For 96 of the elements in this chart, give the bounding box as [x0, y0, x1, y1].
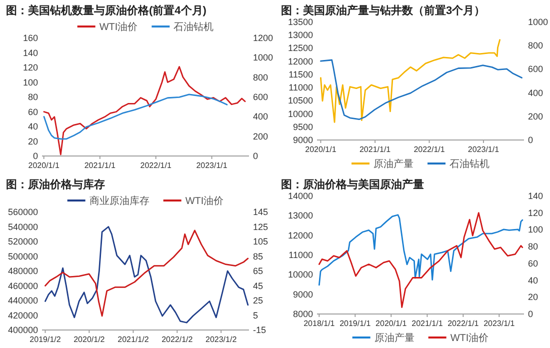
- legend-label: WTI油价: [450, 332, 489, 344]
- y2-tick-label: 85: [253, 251, 264, 262]
- y2-tick-label: 125: [253, 222, 268, 232]
- y-tick-label: 80: [28, 92, 38, 102]
- y-tick-label: 560000: [8, 207, 38, 217]
- y2-tick-label: 800: [253, 72, 268, 82]
- y-tick-label: 10000: [288, 270, 313, 280]
- x-tick-label: 2021/1/2: [118, 335, 150, 344]
- y-tick-label: 13000: [288, 210, 313, 221]
- y-tick-label: 480000: [8, 266, 38, 276]
- y2-tick-label: 65: [253, 266, 264, 276]
- y2-tick-label: 40: [528, 275, 538, 286]
- y2-tick-label: 20: [528, 292, 538, 302]
- x-tick-label: 2023/1/1: [484, 319, 516, 328]
- x-tick-label: 2018/1/1: [304, 319, 336, 328]
- x-tick-label: 2020/1/1: [376, 319, 408, 328]
- y2-tick-label: -15: [253, 325, 266, 335]
- y-tick-label: 520000: [8, 236, 38, 246]
- y-tick-label: 420000: [8, 310, 38, 320]
- x-tick-label: 2023/1/2: [206, 335, 238, 344]
- y2-tick-label: 120: [528, 208, 544, 218]
- y2-tick-label: 5: [253, 310, 258, 320]
- y2-tick-label: 45: [253, 280, 264, 291]
- y2-tick-label: 100: [528, 224, 544, 235]
- y2-tick-label: 25: [253, 296, 264, 306]
- y-tick-label: 9000: [292, 289, 313, 300]
- y-tick-label: 40: [28, 122, 38, 132]
- y-tick-label: 60: [28, 106, 38, 117]
- y-tick-label: 8000: [292, 309, 313, 319]
- x-tick-label: 2022/1/1: [414, 145, 446, 154]
- y2-tick-label: 600: [253, 92, 268, 102]
- y-tick-label: 9000: [292, 135, 313, 145]
- chart-title: 图：原油价格与美国原油产量: [281, 178, 424, 191]
- y-tick-label: 10000: [288, 108, 313, 119]
- x-tick-label: 2023/1/1: [468, 145, 500, 154]
- legend-label: 石油钻机: [174, 21, 214, 33]
- x-tick-label: 2020/1/1: [28, 161, 60, 170]
- y2-tick-label: 400: [528, 88, 544, 98]
- y-tick-label: 12000: [288, 56, 313, 66]
- y2-tick-label: 0: [528, 135, 534, 145]
- x-tick-label: 2021/1/1: [84, 161, 116, 170]
- y-tick-label: 400000: [8, 325, 38, 335]
- y2-tick-label: 400: [253, 112, 268, 122]
- y2-tick-label: 80: [528, 242, 538, 252]
- x-tick-label: 2022/1/1: [448, 319, 480, 328]
- x-tick-label: 2020/1/2: [74, 335, 106, 344]
- legend-label: 原油产量: [374, 332, 414, 344]
- y2-tick-label: 60: [528, 258, 538, 268]
- legend-label: WTI油价: [99, 21, 138, 33]
- y-tick-label: 9500: [292, 122, 313, 132]
- y-tick-label: 11500: [288, 69, 313, 80]
- legend-label: 原油产量: [374, 158, 414, 170]
- y2-tick-label: 0: [528, 309, 534, 319]
- legend-label: WTI油价: [185, 195, 224, 207]
- y-tick-label: 12000: [288, 230, 313, 240]
- x-tick-label: 2019/1/1: [340, 319, 372, 328]
- y2-tick-label: 105: [253, 236, 268, 246]
- y2-tick-label: 140: [528, 191, 544, 201]
- y2-tick-label: 0: [253, 151, 258, 161]
- y-tick-label: 12500: [288, 43, 313, 54]
- y2-tick-label: 1200: [253, 33, 274, 43]
- y-tick-label: 10500: [288, 96, 313, 106]
- y-tick-label: 500000: [8, 251, 38, 262]
- y-tick-label: 100: [22, 77, 38, 88]
- x-tick-label: 2021/1/1: [359, 145, 392, 154]
- y2-tick-label: 1000: [528, 17, 548, 27]
- legend-label: 商业原油库存: [89, 195, 150, 207]
- legend-label: 石油钻机: [450, 158, 490, 170]
- y2-tick-label: 1000: [253, 52, 274, 63]
- chart-title: 图：美国钻机数量与原油价格(前置4个月): [6, 4, 207, 17]
- y-tick-label: 120: [22, 62, 38, 72]
- chart-title: 图：原油价格与库存: [6, 178, 105, 191]
- y-tick-label: 11000: [288, 250, 313, 260]
- x-tick-label: 2022/1/2: [162, 335, 194, 344]
- y-tick-label: 460000: [8, 280, 38, 291]
- y-tick-label: 20: [28, 136, 38, 146]
- y-tick-label: 11000: [288, 82, 313, 93]
- y2-tick-label: 800: [528, 40, 544, 51]
- y-tick-label: 14000: [288, 191, 313, 201]
- y-tick-label: 0: [32, 151, 38, 161]
- y-tick-label: 140: [22, 48, 38, 58]
- y-tick-label: 440000: [8, 296, 38, 306]
- x-tick-label: 2020/1/1: [305, 145, 337, 154]
- y-tick-label: 13000: [288, 30, 313, 40]
- y-tick-label: 540000: [8, 222, 38, 232]
- x-tick-label: 2022/1/1: [140, 161, 172, 170]
- y-tick-label: 13500: [288, 17, 313, 27]
- y-tick-label: 160: [22, 33, 38, 43]
- y2-tick-label: 200: [253, 131, 268, 142]
- y2-tick-label: 145: [253, 207, 268, 217]
- y2-tick-label: 200: [528, 111, 544, 122]
- x-tick-label: 2019/1/2: [30, 335, 62, 344]
- chart-title: 图：美国原油产量与钻井数（前置3个月）: [281, 4, 486, 17]
- x-tick-label: 2023/1/1: [196, 161, 228, 170]
- x-tick-label: 2021/1/1: [412, 319, 444, 328]
- y2-tick-label: 600: [528, 64, 544, 74]
